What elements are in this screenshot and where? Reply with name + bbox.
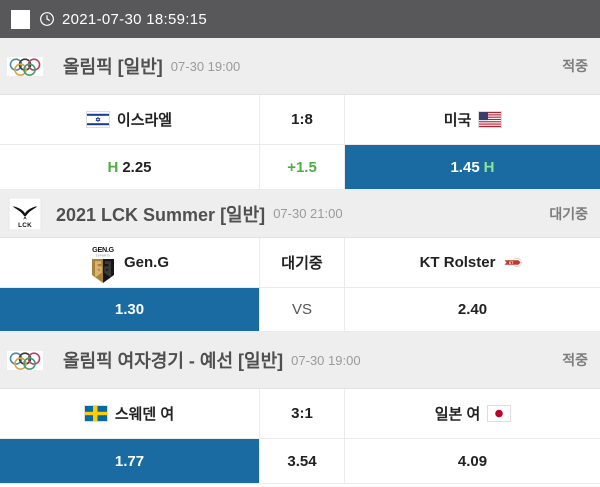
svg-text:ESPORTS: ESPORTS	[96, 253, 111, 257]
svg-text:GEN.G: GEN.G	[92, 245, 114, 254]
svg-text:LCK: LCK	[18, 221, 32, 228]
